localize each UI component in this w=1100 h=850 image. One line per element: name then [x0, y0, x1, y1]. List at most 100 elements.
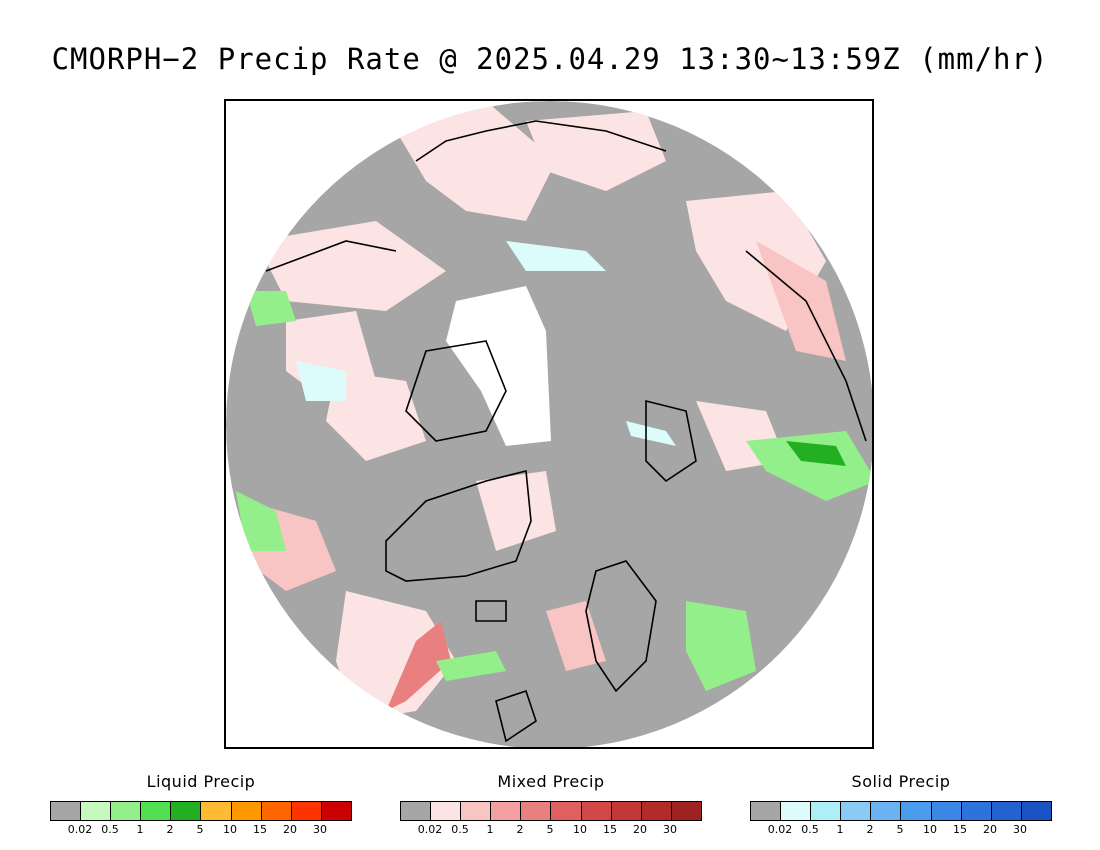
liquid-precip-area: [436, 651, 506, 681]
legend-mixed: Mixed Precip 0.02 0.5 1 2 5 10 15 20 30: [400, 772, 702, 836]
eurasia-east-coast: [745, 250, 867, 442]
svalbard-coast: [645, 399, 697, 483]
legend-solid-colorbar: [750, 801, 1052, 821]
legend-mixed-title: Mixed Precip: [497, 772, 605, 791]
legend-swatch: [81, 802, 112, 820]
legend-swatch: [1021, 802, 1051, 820]
legend-swatch: [231, 802, 262, 820]
legend-solid-title: Solid Precip: [851, 772, 951, 791]
siberia-coast: [415, 120, 667, 162]
legend-swatch: [811, 802, 842, 820]
legend-tick-label: 30: [313, 823, 327, 836]
coastlines: [265, 120, 867, 743]
mixed-precip-area: [546, 601, 606, 671]
alaska-coast: [265, 240, 397, 272]
iceland-coast: [475, 600, 507, 622]
legend-solid-ticks: 0.02 0.5 1 2 5 10 15 20 30: [750, 821, 1052, 836]
legend-tick-label: 0.5: [451, 823, 469, 836]
legend-tick-label: 1: [836, 823, 844, 836]
legend-swatch: [751, 802, 782, 820]
legend-swatch: [491, 802, 522, 820]
legend-swatch: [611, 802, 642, 820]
legend-swatch: [521, 802, 552, 820]
legend-tick-label: 5: [196, 823, 204, 836]
british-isles-coast: [495, 689, 537, 743]
legend-tick-label: 0.02: [767, 823, 793, 836]
mixed-precip-area: [326, 371, 426, 461]
legend-tick-label: 0.02: [417, 823, 443, 836]
legend-swatch: [321, 802, 351, 820]
mixed-precip-area: [396, 101, 556, 221]
legend-swatch: [291, 802, 322, 820]
legend-swatch: [201, 802, 232, 820]
legend-swatch: [931, 802, 962, 820]
legend-liquid: Liquid Precip 0.02 0.5 1 2 5 10 15 20 30: [50, 772, 352, 836]
liquid-precip-area: [686, 601, 756, 691]
legend-swatch: [641, 802, 672, 820]
mixed-precip-area: [386, 621, 451, 711]
legend-tick-label: 1: [486, 823, 494, 836]
greenland-coast: [385, 469, 532, 582]
legend-swatch: [51, 802, 82, 820]
legend-tick-label: 10: [573, 823, 587, 836]
solid-precip-area: [296, 361, 346, 401]
legend-swatch: [961, 802, 992, 820]
legend-tick-label: 30: [1013, 823, 1027, 836]
legend-mixed-ticks: 0.02 0.5 1 2 5 10 15 20 30: [400, 821, 702, 836]
liquid-precip-area: [786, 441, 846, 466]
legend-swatch: [261, 802, 292, 820]
legend-tick-label: 15: [603, 823, 617, 836]
legend-swatch: [841, 802, 872, 820]
legend-tick-label: 15: [953, 823, 967, 836]
legend-tick-label: 20: [633, 823, 647, 836]
legend-tick-label: 0.02: [67, 823, 93, 836]
legend-swatch: [551, 802, 582, 820]
legend-swatch: [111, 802, 142, 820]
mixed-precip-area: [526, 111, 666, 191]
legend-swatch: [141, 802, 172, 820]
legend-solid: Solid Precip 0.02 0.5 1 2 5 10 15 20 30: [750, 772, 1052, 836]
legend-swatch: [991, 802, 1022, 820]
scandinavia-coast: [585, 560, 657, 693]
legend-tick-label: 10: [923, 823, 937, 836]
legend-tick-label: 10: [223, 823, 237, 836]
solid-precip-area: [506, 241, 606, 271]
no-data-region: [446, 286, 551, 446]
legend-tick-label: 2: [166, 823, 174, 836]
polar-map: [224, 99, 874, 749]
legend-tick-label: 5: [896, 823, 904, 836]
legend-mixed-colorbar: [400, 801, 702, 821]
legend-tick-label: 30: [663, 823, 677, 836]
legend-tick-label: 0.5: [101, 823, 119, 836]
mixed-precip-area: [476, 471, 556, 551]
legend-liquid-title: Liquid Precip: [146, 772, 256, 791]
legend-swatch: [461, 802, 492, 820]
mixed-precip-area: [256, 221, 446, 311]
liquid-precip-area: [746, 431, 872, 501]
liquid-precip-area: [236, 491, 286, 551]
liquid-precip-area: [246, 291, 296, 326]
legend-swatch: [581, 802, 612, 820]
mixed-precip-area: [336, 591, 456, 721]
legend-tick-label: 2: [516, 823, 524, 836]
legend-tick-label: 0.5: [801, 823, 819, 836]
legend-tick-label: 5: [546, 823, 554, 836]
precip-field: [226, 101, 872, 747]
arctic-archipelago-coast: [405, 340, 507, 442]
legend-tick-label: 20: [283, 823, 297, 836]
legend-swatch: [431, 802, 462, 820]
legend-liquid-colorbar: [50, 801, 352, 821]
legend-swatch: [901, 802, 932, 820]
chart-title: CMORPH−2 Precip Rate @ 2025.04.29 13:30~…: [51, 42, 1049, 76]
legend-swatch: [671, 802, 701, 820]
legend-swatch: [871, 802, 902, 820]
legend-liquid-ticks: 0.02 0.5 1 2 5 10 15 20 30: [50, 821, 352, 836]
mixed-precip-area: [756, 241, 846, 361]
legend-swatch: [171, 802, 202, 820]
solid-precip-area: [626, 421, 676, 446]
legend-tick-label: 15: [253, 823, 267, 836]
polar-map-canvas: [226, 101, 872, 747]
legend-swatch: [401, 802, 432, 820]
legend-tick-label: 2: [866, 823, 874, 836]
legend-swatch: [781, 802, 812, 820]
